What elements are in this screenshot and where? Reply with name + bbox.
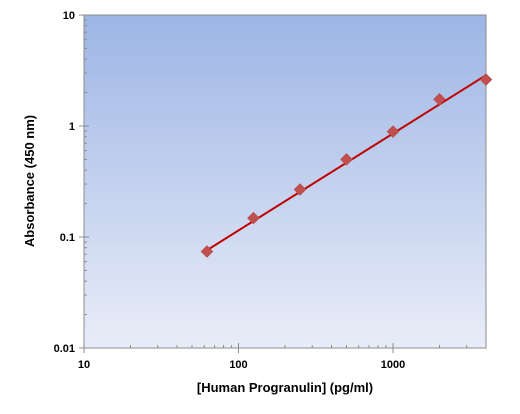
data-point [247,211,260,225]
plot-area [83,14,487,349]
x-axis-ticks: 10 100 1000 [78,343,487,371]
y-tick-label: 1 [69,121,75,133]
data-point [433,92,446,106]
y-tick-label: 0.01 [54,343,75,355]
data-point [386,125,400,138]
x-axis-title: [Human Progranulin] (pg/ml) [197,380,373,395]
y-tick-label: 0.1 [60,232,75,244]
data-point [340,153,353,166]
x-tick-label: 100 [229,359,247,371]
x-tick-label: 10 [78,359,90,371]
y-tick-label: 10 [63,10,75,22]
data-point [293,183,307,196]
y-axis-title: Absorbance (450 nm) [22,115,37,247]
x-tick-label: 1000 [381,359,405,371]
data-point [200,245,214,258]
data-point [479,73,493,86]
data-points [200,73,493,258]
